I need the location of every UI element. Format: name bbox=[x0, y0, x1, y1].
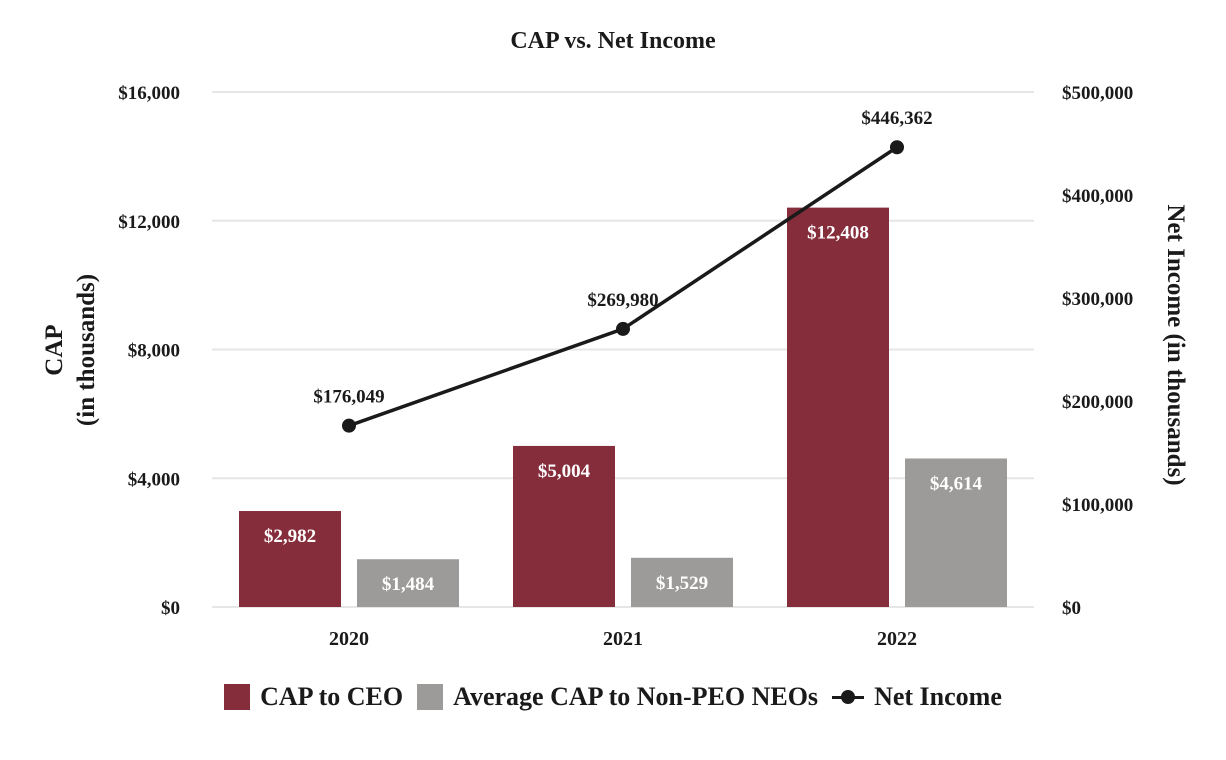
chart-legend: CAP to CEO Average CAP to Non-PEO NEOs N… bbox=[0, 682, 1226, 712]
legend-swatch-avg-cap bbox=[417, 684, 444, 710]
bar-value-label: $5,004 bbox=[538, 461, 591, 482]
legend-label-avg-cap: Average CAP to Non-PEO NEOs bbox=[453, 682, 819, 711]
legend-item-net-income: Net Income bbox=[832, 682, 1002, 712]
y-left-tick-label: $16,000 bbox=[118, 83, 180, 104]
bar bbox=[905, 458, 1007, 607]
bar bbox=[513, 445, 615, 607]
legend-swatch-cap-ceo bbox=[224, 684, 251, 710]
chart-svg: CAP vs. Net Income $0 $4,000 $8,000 $12,000 $… bbox=[41, 28, 1189, 650]
bar-value-label: $1,529 bbox=[656, 573, 708, 594]
legend-label-cap-ceo: CAP to CEO bbox=[260, 682, 404, 711]
x-tick-label: 2022 bbox=[877, 628, 917, 650]
y-right-axis-title: Net Income (in thousands) bbox=[1162, 204, 1189, 485]
y-right-tick-label: $400,000 bbox=[1062, 186, 1133, 207]
bar bbox=[239, 511, 341, 607]
net-income-label: $269,980 bbox=[587, 290, 658, 311]
net-income-label: $446,362 bbox=[861, 108, 932, 129]
x-tick-label: 2021 bbox=[603, 628, 643, 650]
legend-item-cap-ceo: CAP to CEO bbox=[224, 682, 403, 712]
bar-value-label: $2,982 bbox=[264, 526, 316, 547]
bar-value-label: $12,408 bbox=[807, 223, 869, 244]
net-income-point bbox=[890, 140, 904, 155]
x-tick-label: 2020 bbox=[329, 628, 369, 650]
y-right-tick-label: $500,000 bbox=[1062, 83, 1133, 104]
bar bbox=[787, 207, 889, 607]
net-income-label: $176,049 bbox=[313, 387, 384, 408]
y-right-tick-label: $0 bbox=[1062, 598, 1081, 619]
y-left-tick-label: $12,000 bbox=[118, 212, 180, 233]
y-left-axis-title-line: CAP bbox=[41, 324, 68, 375]
bar bbox=[631, 557, 733, 607]
y-right-tick-label: $300,000 bbox=[1062, 289, 1133, 310]
bar-value-label: $4,614 bbox=[930, 473, 983, 494]
bar bbox=[357, 559, 459, 607]
bar-value-label: $1,484 bbox=[382, 574, 435, 595]
y-left-axis-title: CAP (in thousands) bbox=[41, 274, 100, 426]
net-income-point bbox=[616, 321, 630, 336]
y-right-tick-label: $100,000 bbox=[1062, 495, 1133, 516]
y-left-tick-label: $8,000 bbox=[128, 341, 180, 362]
y-left-tick-label: $0 bbox=[161, 598, 180, 619]
chart-title: CAP vs. Net Income bbox=[510, 28, 716, 54]
legend-label-net-income: Net Income bbox=[874, 682, 1002, 711]
y-left-axis-title-line: (in thousands) bbox=[73, 274, 100, 426]
legend-marker-net-income bbox=[832, 684, 865, 710]
y-left-tick-label: $4,000 bbox=[128, 469, 180, 490]
legend-item-avg-cap: Average CAP to Non-PEO NEOs bbox=[417, 682, 818, 712]
net-income-point bbox=[342, 418, 356, 433]
y-right-tick-label: $200,000 bbox=[1062, 392, 1133, 413]
